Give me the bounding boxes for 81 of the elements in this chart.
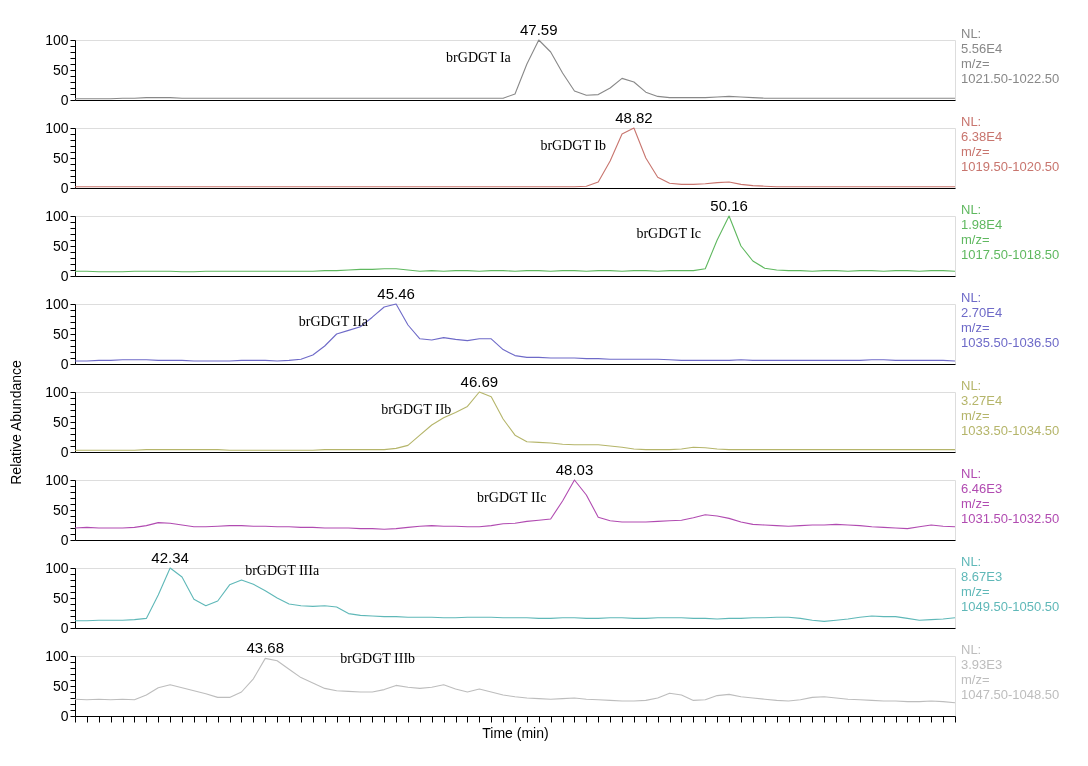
annotation: 48.82: [615, 109, 653, 126]
y-tick-label: 50: [52, 149, 69, 166]
y-tick-label: 0: [60, 179, 69, 196]
annotation: brGDGT IIa: [298, 314, 369, 329]
annotation: brGDGT IIb: [381, 402, 452, 417]
y-tick-label: 0: [60, 91, 69, 108]
annotation: brGDGT IIIa: [245, 563, 320, 578]
text: 3.93E3: [961, 657, 1003, 672]
text: NL:: [961, 554, 982, 569]
text: 1049.50-1050.50: [961, 599, 1060, 614]
text: 1021.50-1022.50: [961, 71, 1060, 86]
y-tick-label: 100: [45, 559, 69, 576]
y-tick-label: 0: [60, 619, 69, 636]
annotation: 46.69: [460, 373, 499, 390]
x-axis-title: Time (min): [482, 725, 549, 741]
y-tick-label: 50: [52, 677, 69, 694]
text: m/z=: [961, 584, 990, 599]
text: 8.67E3: [961, 569, 1003, 584]
text: 3.27E4: [961, 393, 1003, 408]
annotation: 48.03: [555, 461, 594, 478]
y-tick-label: 0: [60, 531, 69, 548]
y-tick-label: 100: [45, 471, 69, 488]
annotation: brGDGT Ib: [540, 138, 606, 153]
line-series: [74, 479, 956, 530]
text: NL:: [961, 378, 982, 393]
text: m/z=: [961, 320, 990, 335]
text: m/z=: [961, 672, 990, 687]
text: m/z=: [961, 56, 990, 71]
annotation: 47.59: [520, 21, 558, 38]
y-tick-label: 100: [45, 207, 69, 224]
y-tick-label: 50: [52, 413, 69, 430]
text: NL:: [961, 466, 982, 481]
y-tick-label: 0: [60, 355, 69, 372]
text: 1047.50-1048.50: [961, 687, 1060, 702]
text: NL:: [961, 290, 982, 305]
text: 1035.50-1036.50: [961, 335, 1060, 350]
text: NL:: [961, 114, 982, 129]
line-series: [74, 303, 956, 362]
text: m/z=: [961, 408, 990, 423]
text: 1031.50-1032.50: [961, 511, 1060, 526]
text: NL:: [961, 202, 982, 217]
text: m/z=: [961, 232, 990, 247]
annotation: 42.34: [151, 549, 189, 566]
y-tick-label: 0: [60, 443, 69, 460]
annotation: 45.46: [377, 285, 415, 302]
annotation: 50.16: [710, 197, 748, 214]
annotation: brGDGT Ic: [636, 226, 702, 241]
y-tick-label: 0: [60, 267, 69, 284]
y-tick-label: 100: [45, 647, 69, 664]
line-series: [74, 127, 956, 188]
text: 1019.50-1020.50: [961, 159, 1060, 174]
line-series: [74, 391, 956, 451]
y-tick-label: 50: [52, 589, 69, 606]
y-tick-label: 50: [52, 61, 69, 78]
text: 6.38E4: [961, 129, 1003, 144]
y-tick-label: 100: [45, 383, 69, 400]
line-series: [74, 215, 956, 273]
text: 1033.50-1034.50: [961, 423, 1060, 438]
y-tick-label: 100: [45, 31, 69, 48]
y-axis-title: Relative Abundance: [7, 360, 24, 485]
y-tick-label: 50: [52, 325, 69, 342]
annotation: brGDGT Ia: [446, 50, 512, 65]
y-tick-label: 100: [45, 119, 69, 136]
annotation: brGDGT IIc: [477, 490, 547, 505]
annotation: brGDGT IIIb: [340, 651, 416, 666]
annotation: 43.68: [246, 639, 285, 657]
text: 1017.50-1018.50: [961, 247, 1060, 262]
text: NL:: [961, 26, 982, 41]
y-tick-label: 50: [52, 501, 69, 518]
text: m/z=: [961, 144, 990, 159]
y-tick-label: 50: [52, 237, 69, 254]
text: 5.56E4: [961, 41, 1003, 56]
text: 6.46E3: [961, 481, 1003, 496]
text: 2.70E4: [961, 305, 1003, 320]
y-tick-label: 0: [60, 707, 69, 724]
text: NL:: [961, 642, 982, 657]
text: m/z=: [961, 496, 990, 511]
line-series: [74, 567, 956, 622]
line-series: [74, 39, 956, 100]
y-tick-label: 100: [45, 295, 69, 312]
text: 1.98E4: [961, 217, 1003, 232]
